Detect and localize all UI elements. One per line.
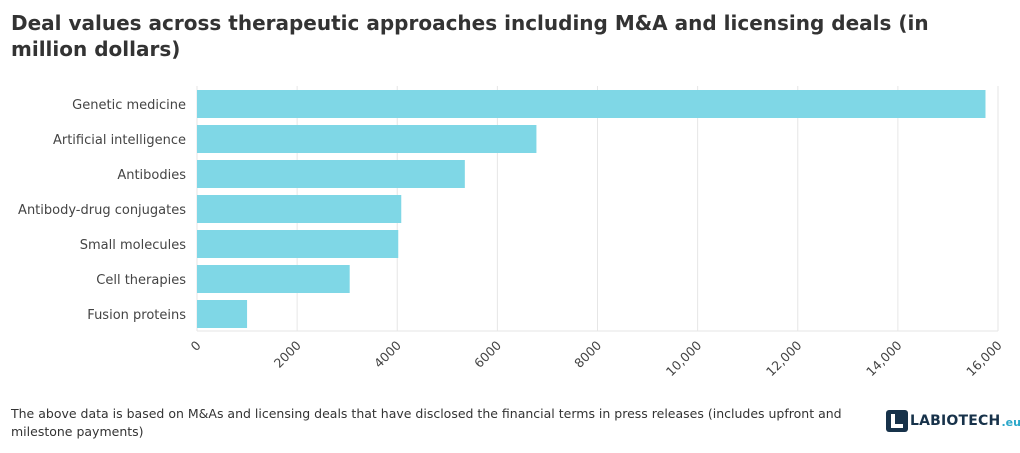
footnote: The above data is based on M&As and lice… bbox=[11, 406, 842, 439]
x-tick-label: 8000 bbox=[571, 338, 604, 371]
gridlines bbox=[196, 86, 999, 332]
brand-tld: .eu bbox=[1001, 416, 1020, 429]
bar bbox=[197, 160, 465, 188]
brand-mark-icon bbox=[886, 410, 908, 432]
x-tick-label: 16,000 bbox=[963, 338, 1005, 380]
category-label: Genetic medicine bbox=[72, 98, 186, 113]
bar bbox=[197, 300, 248, 328]
x-tick-label: 2000 bbox=[271, 338, 304, 371]
bars bbox=[197, 90, 986, 328]
category-label: Cell therapies bbox=[96, 273, 186, 288]
bar bbox=[197, 90, 986, 118]
x-tick-label: 12,000 bbox=[763, 338, 805, 380]
brand-logo: LABIOTECH .eu bbox=[886, 408, 1020, 434]
category-label: Artificial intelligence bbox=[53, 133, 186, 148]
category-label: Fusion proteins bbox=[87, 308, 186, 323]
x-tick-label: 4000 bbox=[371, 338, 404, 371]
bar bbox=[197, 195, 402, 223]
bar bbox=[197, 265, 350, 293]
brand-name: LABIOTECH bbox=[910, 413, 1001, 429]
x-tick-label: 6000 bbox=[471, 338, 504, 371]
bar bbox=[197, 125, 537, 153]
category-label: Small molecules bbox=[80, 238, 186, 253]
bar bbox=[197, 230, 399, 258]
category-label: Antibodies bbox=[117, 168, 186, 183]
category-label: Antibody-drug conjugates bbox=[18, 203, 186, 218]
bar-chart: Genetic medicine Artificial intelligence A… bbox=[18, 86, 1005, 380]
chart-title: Deal values across therapeutic approache… bbox=[11, 11, 929, 61]
x-tick-label: 14,000 bbox=[863, 338, 905, 380]
x-tick-labels: 0 2000 4000 6000 8000 10,000 12,000 14,000 16,00… bbox=[187, 338, 1004, 380]
x-tick-label: 0 bbox=[187, 338, 203, 354]
x-tick-label: 10,000 bbox=[663, 338, 705, 380]
category-labels: Genetic medicine Artificial intelligence A… bbox=[18, 98, 186, 323]
